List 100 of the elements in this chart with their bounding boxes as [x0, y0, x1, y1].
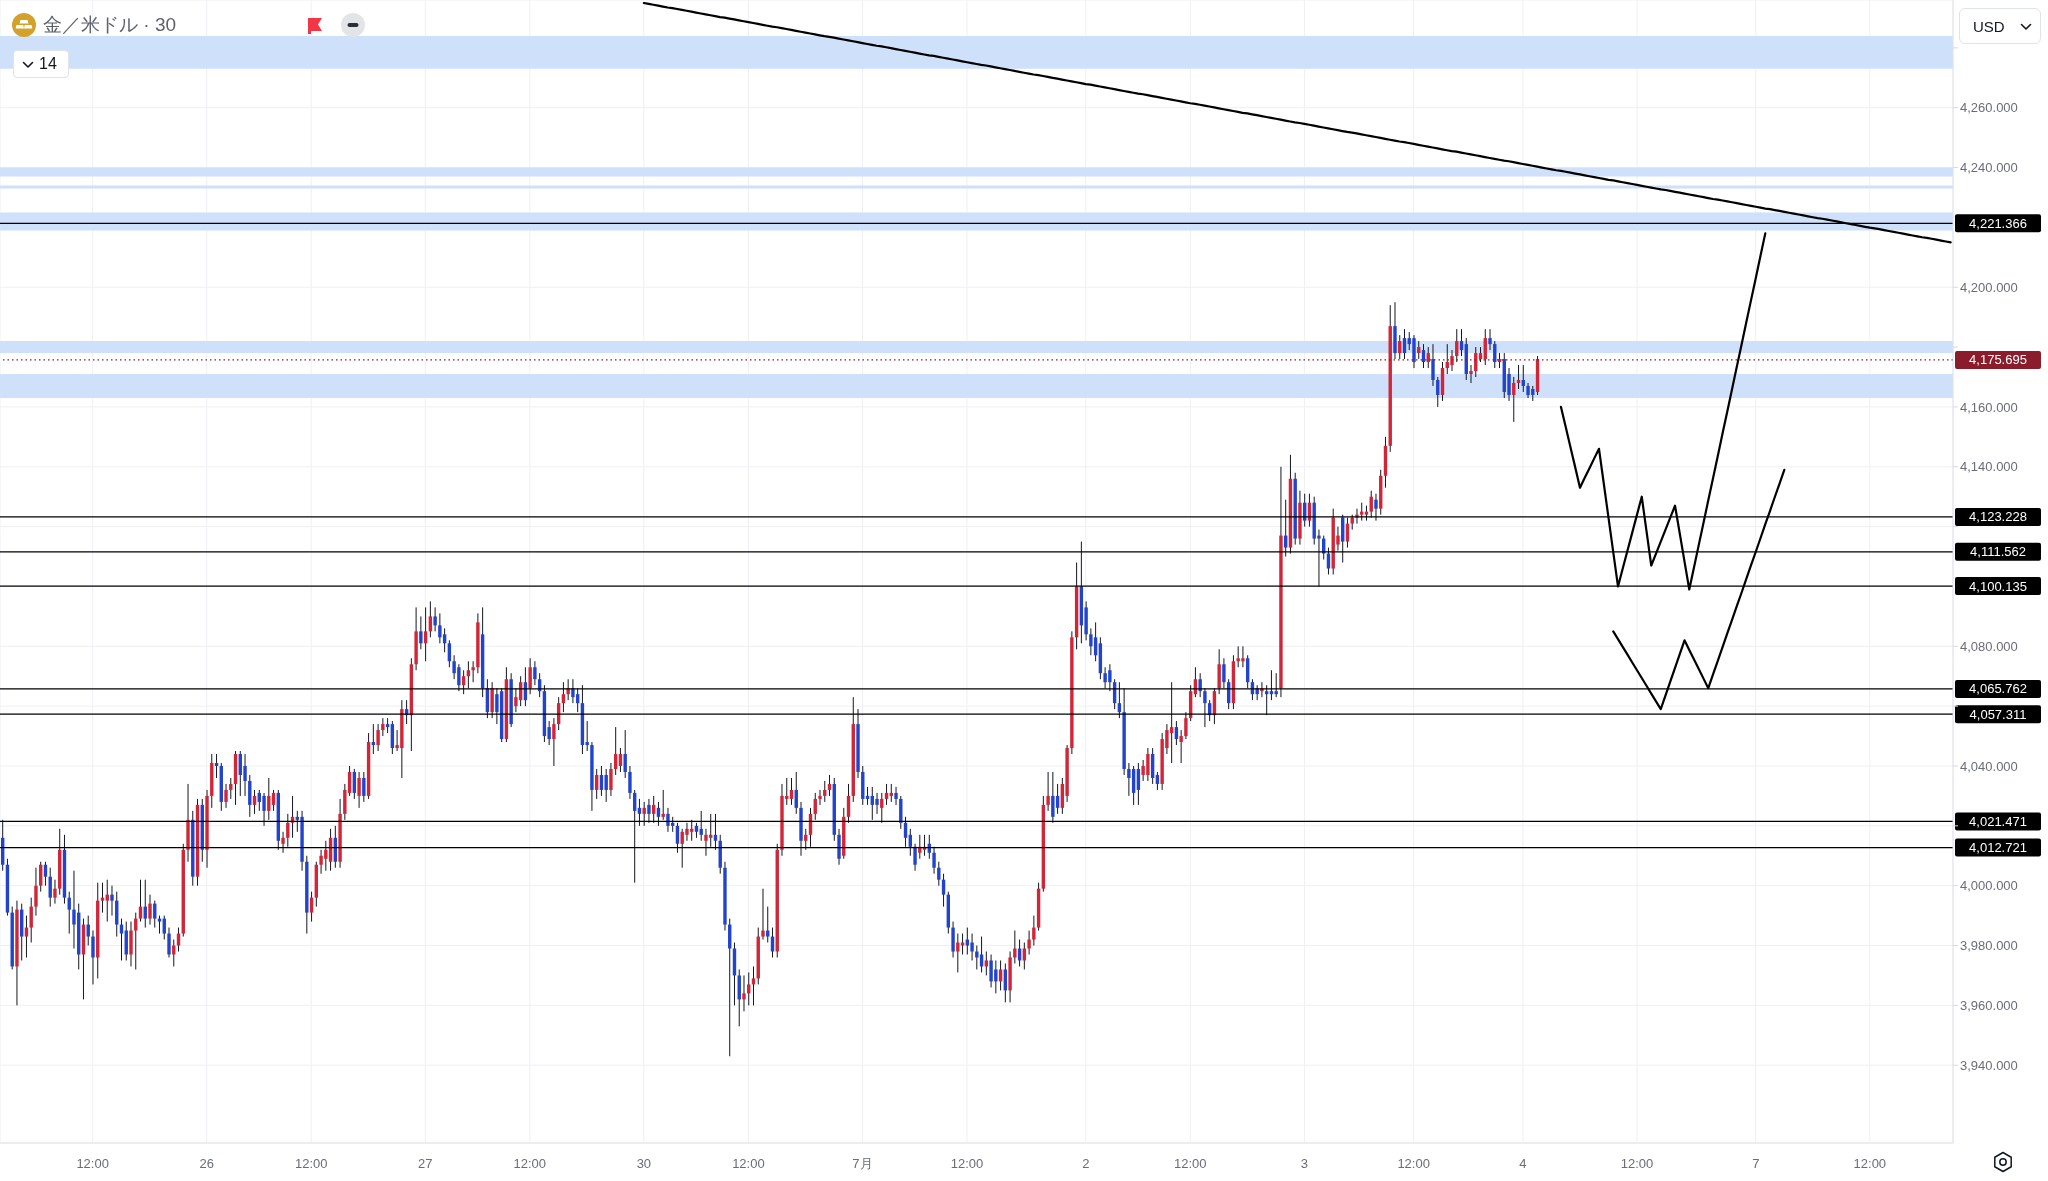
- ref-line-label: 4,221.366: [1969, 215, 2027, 231]
- candlestick: [1274, 672, 1278, 698]
- candlestick: [823, 780, 827, 803]
- candlestick: [105, 879, 109, 923]
- candlestick: [1516, 364, 1521, 390]
- ref-line-label: 4,123.228: [1969, 509, 2027, 525]
- y-axis-title: USD: [1973, 18, 2005, 35]
- y-tick-label: 4,080.000: [1960, 638, 2018, 654]
- candlestick: [1051, 771, 1055, 824]
- candlestick: [1269, 669, 1274, 701]
- x-tick-label: 12:00: [950, 1156, 984, 1172]
- candlestick: [243, 753, 247, 797]
- y-tick-label: 3,940.000: [1960, 1057, 2018, 1073]
- x-tick-label: 2: [1082, 1156, 1090, 1172]
- candlestick: [604, 768, 608, 803]
- x-tick-label: 12:00: [1853, 1156, 1887, 1172]
- candlestick: [362, 771, 366, 803]
- candlestick: [1179, 729, 1183, 764]
- candlestick: [466, 660, 471, 689]
- y-tick-label: 3,980.000: [1960, 938, 2018, 954]
- candlestick: [229, 777, 233, 800]
- candlestick: [837, 828, 841, 866]
- x-tick-label: 12:00: [1620, 1156, 1654, 1172]
- candlestick: [1222, 657, 1226, 689]
- candlestick: [628, 765, 632, 800]
- candlestick: [167, 927, 171, 958]
- candlestick: [286, 813, 290, 848]
- candlestick: [1374, 493, 1378, 522]
- y-tick-label: 4,200.000: [1960, 279, 2018, 295]
- candlestick: [984, 951, 989, 976]
- candlestick: [913, 843, 917, 872]
- candlestick: [970, 933, 974, 961]
- candlestick: [1089, 627, 1093, 656]
- candlestick: [637, 798, 642, 827]
- candlestick: [110, 885, 114, 917]
- x-tick-label: 12:00: [1174, 1156, 1207, 1172]
- candlestick: [1169, 681, 1174, 764]
- candlestick: [1203, 687, 1207, 728]
- candlestick: [1046, 771, 1050, 812]
- y-tick-label: 4,260.000: [1960, 100, 2018, 116]
- candlestick: [72, 870, 76, 950]
- candlestick: [818, 789, 822, 806]
- candlestick: [267, 777, 271, 821]
- candlestick: [894, 786, 898, 806]
- candlestick: [699, 810, 703, 842]
- candlestick: [766, 906, 770, 944]
- candlestick: [666, 807, 670, 833]
- candlestick: [224, 783, 228, 809]
- y-tick-label: 4,160.000: [1960, 399, 2018, 415]
- candlestick: [1013, 930, 1017, 964]
- candlestick: [490, 681, 494, 719]
- y-tick-label: 3,960.000: [1960, 997, 2018, 1013]
- y-tick-label: 4,040.000: [1960, 758, 2018, 774]
- candlestick: [956, 933, 960, 973]
- candlestick: [751, 965, 756, 1006]
- candlestick: [875, 792, 879, 815]
- candlestick: [1032, 915, 1036, 947]
- candlestick: [975, 945, 979, 970]
- y-tick-label: 4,000.000: [1960, 878, 2018, 894]
- candlestick: [552, 717, 556, 767]
- ref-line-label: 4,175.695: [1969, 352, 2027, 368]
- x-tick-label: 12:00: [1397, 1156, 1430, 1172]
- candlestick: [91, 930, 95, 985]
- candlestick: [951, 921, 955, 958]
- candlestick: [827, 774, 832, 797]
- ref-line-label: 4,012.721: [1969, 840, 2027, 856]
- candlestick: [1264, 684, 1269, 716]
- candlestick: [884, 783, 889, 806]
- candlestick: [129, 921, 133, 967]
- x-tick-label: 27: [418, 1156, 433, 1172]
- candlestick: [965, 927, 970, 955]
- x-tick-label: 7: [1752, 1156, 1760, 1172]
- candlestick: [471, 660, 475, 683]
- ref-line-label: 4,057.311: [1969, 706, 2027, 722]
- candlestick: [433, 606, 437, 632]
- x-tick-label: 7月: [852, 1156, 873, 1172]
- candlestick: [713, 813, 718, 851]
- candlestick: [376, 723, 380, 752]
- candlestick: [647, 798, 651, 824]
- candlestick: [53, 879, 57, 905]
- candlestick: [685, 822, 689, 842]
- candlestick: [742, 974, 746, 1012]
- candlestick: [642, 801, 646, 827]
- x-tick-label: 12:00: [294, 1156, 328, 1172]
- candlestick: [623, 729, 627, 779]
- candlestick: [761, 888, 765, 941]
- candlestick: [661, 789, 665, 821]
- candlestick: [262, 792, 266, 827]
- candlestick: [281, 831, 285, 854]
- candlestick: [1431, 343, 1435, 387]
- y-tick-label: 4,140.000: [1960, 459, 2018, 475]
- text: 金／米ドル · 30: [43, 13, 177, 37]
- x-tick-label: 3: [1300, 1156, 1308, 1172]
- candlestick: [1184, 711, 1188, 740]
- x-tick-label: 30: [636, 1156, 652, 1172]
- candlestick: [804, 828, 808, 851]
- ref-line-label: 4,111.562: [1970, 544, 2026, 560]
- candlestick: [1027, 930, 1031, 955]
- y-tick-label: 4,240.000: [1960, 160, 2018, 176]
- ref-line-label: 4,021.471: [1969, 813, 2027, 829]
